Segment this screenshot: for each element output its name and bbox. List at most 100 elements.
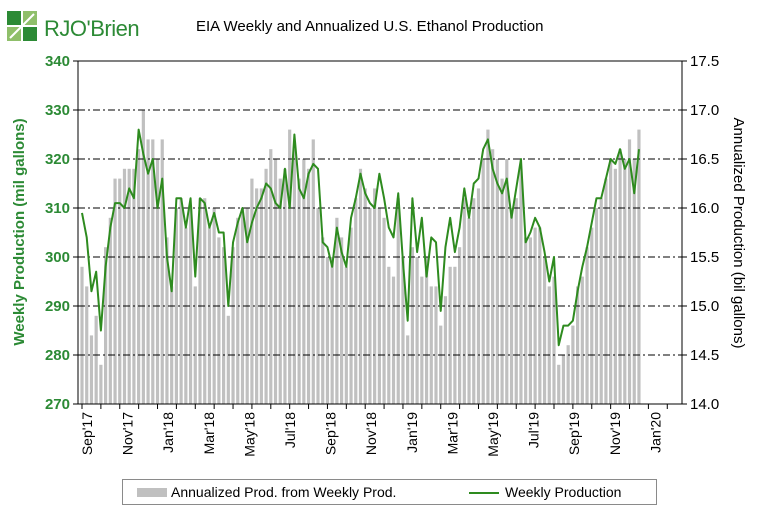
annualized-bar: [311, 139, 315, 404]
annualized-bar: [236, 217, 240, 404]
annualized-bar: [179, 198, 183, 404]
plot-frame: [77, 60, 683, 405]
annualized-bar: [609, 159, 613, 404]
right-axis: 14.0 14.5 15.0 15.5 16.0 16.5 17.0 17.5: [682, 53, 719, 413]
annualized-bar: [528, 237, 532, 404]
legend: Annualized Prod. from Weekly Prod. Weekl…: [122, 479, 657, 505]
annualized-bar: [108, 217, 112, 404]
legend-bar-swatch: [137, 488, 167, 497]
annualized-bar: [637, 129, 641, 404]
bar-series: [80, 110, 641, 404]
annualized-bar: [94, 315, 98, 404]
annualized-bar: [406, 335, 410, 404]
annualized-bar: [104, 247, 108, 404]
x-axis: Sep'17 Nov'17 Jan'18 Mar'18 May'18 Jul'18 Sep'…: [79, 404, 668, 457]
annualized-bar: [505, 159, 509, 404]
annualized-bar: [491, 149, 495, 404]
annualized-bar: [137, 149, 141, 404]
annualized-bar: [330, 257, 334, 404]
x-tick-label: Jul'19: [526, 412, 542, 448]
annualized-bar: [424, 257, 429, 404]
left-tick-label: 340: [45, 53, 70, 70]
logo-text: RJO'Brien: [44, 16, 140, 41]
logo-emblem-icon: [6, 10, 38, 42]
annualized-bar: [594, 208, 599, 404]
annualized-bar: [576, 286, 580, 404]
left-axis: 270 280 290 300 310 320 330 340: [45, 53, 78, 413]
annualized-bar: [207, 227, 212, 404]
annualized-bar: [363, 188, 367, 404]
annualized-bar: [547, 286, 551, 404]
left-tick-label: 270: [45, 396, 70, 413]
annualized-bar: [495, 159, 499, 404]
right-tick-label: 16.5: [690, 151, 719, 168]
annualized-bar: [85, 286, 89, 404]
annualized-bar: [373, 188, 377, 404]
left-tick-label: 280: [45, 347, 70, 364]
annualized-bar: [127, 168, 131, 404]
annualized-bar: [198, 198, 202, 404]
annualized-bar: [231, 247, 235, 404]
annualized-bar: [453, 266, 457, 404]
annualized-bar: [302, 159, 306, 404]
x-tick-label: Nov'17: [120, 412, 136, 455]
x-tick-label: Mar'19: [444, 412, 460, 455]
annualized-bar: [193, 286, 197, 404]
annualized-bar: [259, 188, 263, 404]
x-tick-label: May'18: [241, 412, 257, 457]
x-tick-label: Jan'19: [404, 412, 420, 453]
annualized-bar: [297, 178, 301, 404]
right-tick-label: 17.5: [690, 53, 719, 70]
annualized-bar: [222, 247, 226, 404]
annualized-bar: [458, 247, 462, 404]
annualized-bar: [509, 208, 514, 404]
annualized-bar: [552, 276, 556, 404]
annualized-bar: [151, 139, 155, 404]
annualized-bar: [401, 257, 405, 404]
annualized-bar: [250, 178, 254, 404]
annualized-bar: [391, 276, 396, 404]
annualized-bar: [585, 247, 589, 404]
annualized-bar: [122, 168, 127, 404]
annualized-bar: [325, 257, 330, 404]
annualized-bar: [472, 198, 476, 404]
annualized-bar: [170, 286, 174, 404]
x-tick-label: Sep'19: [566, 412, 582, 455]
annualized-bar: [439, 325, 443, 404]
right-tick-label: 15.5: [690, 249, 719, 266]
annualized-bar: [306, 168, 311, 404]
annualized-bar: [99, 364, 103, 404]
legend-label-annualized: Annualized Prod. from Weekly Prod.: [171, 484, 397, 500]
annualized-bar: [571, 325, 575, 404]
annualized-bar: [580, 276, 584, 404]
annualized-bar: [618, 149, 622, 404]
annualized-bar: [429, 286, 433, 404]
annualized-bar: [255, 188, 259, 404]
annualized-bar: [174, 208, 178, 404]
annualized-bar: [448, 266, 452, 404]
annualized-bar: [354, 198, 358, 404]
left-tick-label: 290: [45, 298, 70, 315]
annualized-bar: [217, 237, 221, 404]
annualized-bar: [420, 276, 424, 404]
annualized-bar: [344, 266, 348, 404]
chart-title: EIA Weekly and Annualized U.S. Ethanol P…: [196, 18, 544, 35]
annualized-bar: [481, 159, 485, 404]
annualized-bar: [382, 217, 386, 404]
annualized-bar: [269, 149, 273, 404]
annualized-bar: [80, 266, 84, 404]
annualized-bar: [533, 227, 537, 404]
annualized-bar: [273, 159, 278, 404]
annualized-bar: [335, 217, 339, 404]
annualized-bar: [613, 168, 617, 404]
x-tick-label: Jan'20: [647, 412, 663, 453]
annualized-bar: [184, 227, 188, 404]
right-tick-label: 16.0: [690, 200, 719, 217]
annualized-bar: [514, 198, 518, 404]
annualized-bar: [278, 178, 282, 404]
legend-label-weekly: Weekly Production: [505, 484, 622, 500]
x-tick-label: Sep'18: [323, 412, 339, 455]
annualized-bar: [467, 217, 471, 404]
right-tick-label: 14.5: [690, 347, 719, 364]
